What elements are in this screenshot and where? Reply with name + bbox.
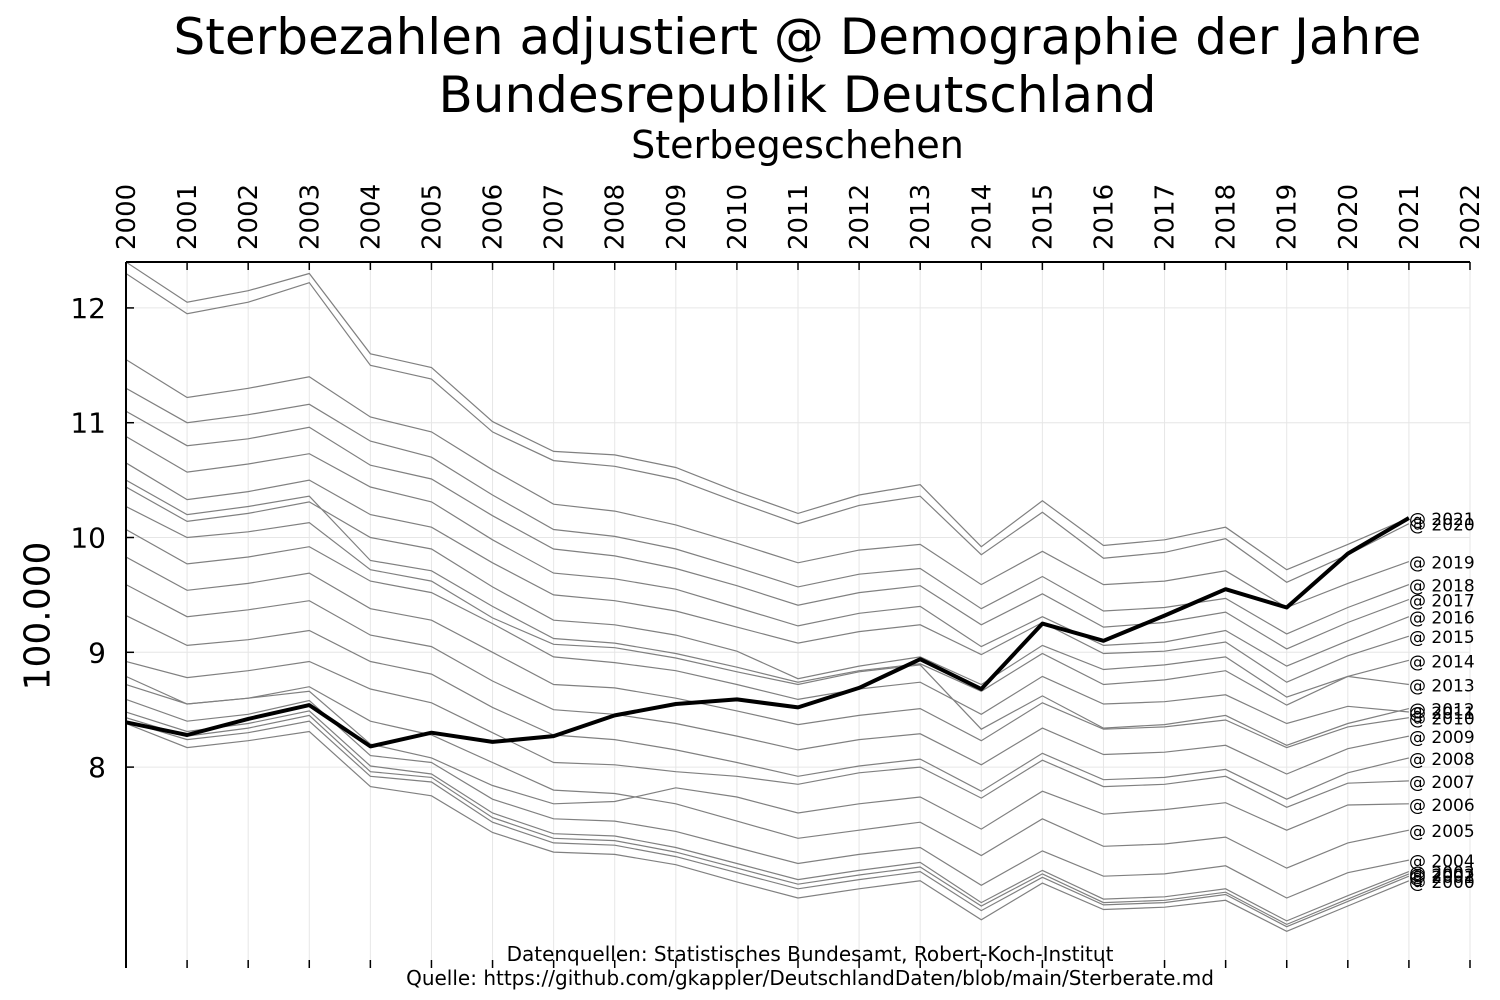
series-end-label: @ 2012 [1409,701,1475,721]
series-end-label: @ 2006 [1409,796,1475,816]
x-tick-label: 2003 [295,184,325,250]
x-tick-label: 2005 [417,184,447,250]
x-tick-label: 2010 [723,184,753,250]
x-tick-label: 2008 [601,184,631,250]
series-end-label: @ 2005 [1409,822,1475,842]
adjusted-series-line [125,675,1409,831]
series-end-label: @ 2014 [1409,652,1475,672]
adjusted-series-line [125,387,1410,635]
adjusted-series-line [125,720,1410,928]
series-end-label: @ 2018 [1409,577,1475,597]
x-tick-label: 2006 [479,184,509,250]
x-tick-label: 2019 [1273,184,1303,250]
series-end-label: @ 2002 [1409,866,1475,886]
adjusted-series-line [125,272,1410,583]
adjusted-series-line [125,683,1410,869]
series-end-label: @ 2008 [1409,750,1475,770]
adjusted-series-line [125,710,1410,922]
series-end-label: @ 2011 [1409,704,1475,724]
series-end-label: @ 2021 [1409,510,1475,530]
adjusted-series-line [125,410,1410,650]
series-end-label: @ 2020 [1409,516,1475,536]
series-end-label: @ 2016 [1409,609,1475,629]
series-end-label: @ 2007 [1409,773,1475,793]
series-end-label: @ 2017 [1409,592,1475,612]
actual-series-layer [125,516,1410,749]
source-note: Datenquellen: Statistisches Bundesamt, R… [506,942,1114,966]
adjusted-series-line [125,660,1409,808]
x-tick-label: 2018 [1212,184,1242,250]
x-tick-label: 2001 [173,184,203,250]
x-tick-label: 2020 [1334,184,1364,250]
series-end-label: @ 2015 [1409,628,1475,648]
adjusted-series-line [125,505,1410,746]
adjusted-series-line [125,528,1409,725]
adjusted-series-layer [125,261,1410,932]
series-end-label: @ 2013 [1409,676,1475,696]
adjusted-series-line [125,615,1410,800]
adjusted-series-line [125,584,1410,775]
x-tick-label: 2021 [1395,184,1425,250]
x-tick-label: 2007 [540,184,570,250]
series-labels: @ 2000@ 2001@ 2002@ 2003@ 2004 @ 2005 @ 20… [1409,510,1475,893]
x-tick-label: 2002 [234,184,264,250]
x-tick-label: 2011 [784,184,814,250]
chart-title: Sterbezahlen adjustiert @ Demographie de… [173,8,1422,66]
adjusted-series-line [125,261,1410,571]
series-end-label: @ 2019 [1409,554,1475,574]
adjusted-series-line [125,479,1410,706]
y-tick-label: 9 [88,636,106,669]
x-tick-label: 2014 [967,184,997,250]
x-tick-label: 2022 [1456,184,1486,250]
adjusted-series-line [125,359,1410,609]
x-tick-label: 2016 [1089,184,1119,250]
x-tick-label: 2009 [662,184,692,250]
y-tick-label: 12 [70,292,106,325]
series-end-label: @ 2001 [1409,868,1475,888]
y-tick-label: 11 [70,407,106,440]
adjusted-series-line [125,714,1410,926]
x-tick-label: 2017 [1151,184,1181,250]
chart-subtitle: Sterbegeschehen [631,123,964,167]
adjusted-series-line [125,486,1409,698]
series-end-label: @ 2004 [1409,852,1475,872]
adjusted-series-line [125,556,1409,749]
y-tick-label: 8 [88,751,106,784]
adjusted-series-line [125,462,1410,683]
x-tick-label: 2004 [356,184,386,250]
actual-series-line [125,516,1410,749]
adjusted-series-line [125,722,1410,932]
series-end-label: @ 2000 [1409,873,1475,893]
series-end-label: @ 2010 [1409,710,1475,730]
source-url: Quelle: https://github.com/gkappler/Deut… [406,966,1214,990]
x-tick-label: 2012 [845,184,875,250]
grid [125,262,1471,968]
x-tick-label: 2015 [1028,184,1058,250]
x-tick-label: 2000 [112,184,142,250]
adjusted-series-line [125,435,1410,667]
x-tick-label: 2013 [906,184,936,250]
y-tick-label: 10 [70,522,106,555]
axes: 2000 2001 2002 2003 2004 2005 2006 2007 2008 2009… [70,184,1486,968]
series-end-label: @ 2003 [1409,864,1475,884]
chart-title-line2: Bundesrepublik Deutschland [438,66,1157,124]
series-end-label: @ 2009 [1409,728,1475,748]
